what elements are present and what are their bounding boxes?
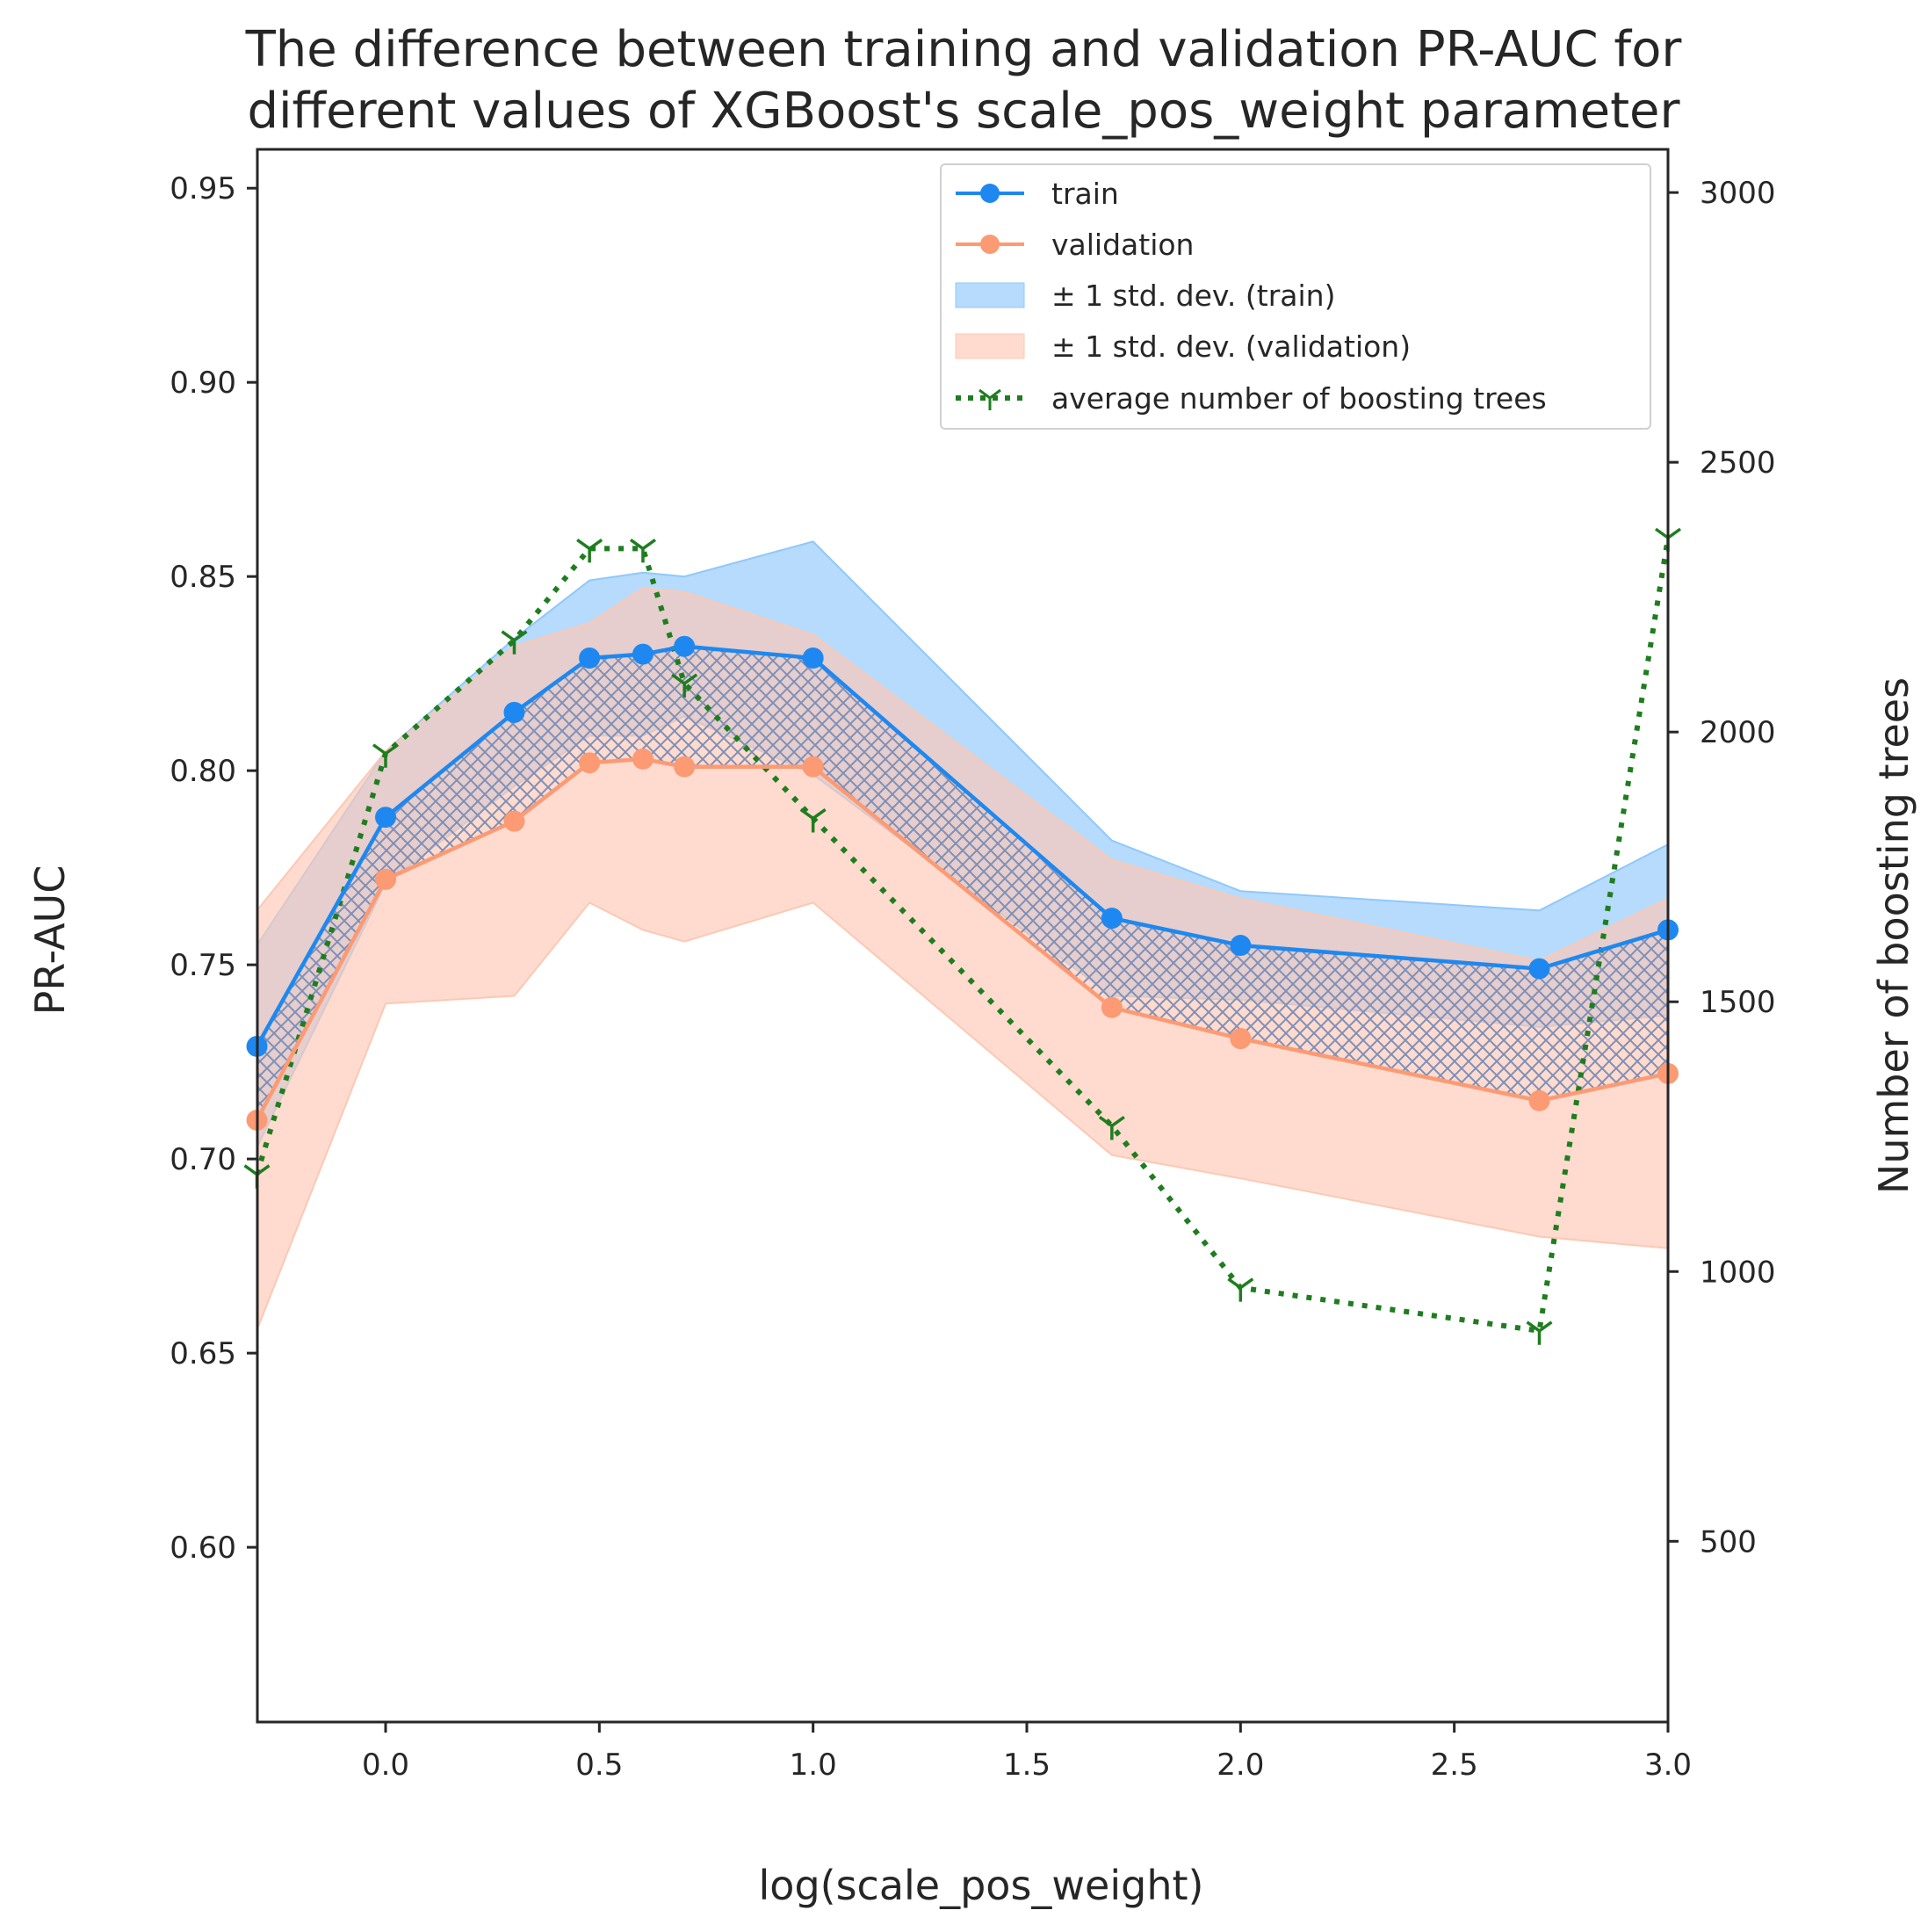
x-axis-ticks: 0.0 0.5 1.0 1.5 2.0 2.5 3.0 xyxy=(362,1722,1692,1783)
train-point xyxy=(674,635,696,657)
legend-label-trees: average number of boosting trees xyxy=(1051,381,1547,416)
validation-point xyxy=(1101,996,1123,1018)
train-point xyxy=(802,647,824,669)
validation-point xyxy=(375,868,396,890)
legend-marker-train xyxy=(980,184,1000,203)
x-tick-label: 2.5 xyxy=(1431,1747,1478,1783)
x-axis-label: log(scale_pos_weight) xyxy=(759,1862,1204,1909)
validation-std-band xyxy=(257,587,1668,1330)
std-dev-bands xyxy=(257,540,1668,1330)
validation-point xyxy=(632,748,653,770)
legend-item-trees: average number of boosting trees xyxy=(956,381,1547,416)
train-point xyxy=(503,701,525,723)
y-axis-label: PR-AUC xyxy=(26,865,74,1016)
y-tick-label: 0.80 xyxy=(170,754,236,789)
train-point xyxy=(632,643,653,665)
legend-marker-validation xyxy=(980,235,1000,254)
y-tick-label: 0.70 xyxy=(170,1142,236,1177)
x-tick-label: 1.5 xyxy=(1003,1747,1051,1783)
validation-point xyxy=(1528,1089,1550,1111)
legend-label-train-band: ± 1 std. dev. (train) xyxy=(1051,279,1335,313)
y-axis-ticks: 0.60 0.65 0.70 0.75 0.80 0.85 0.90 0.95 xyxy=(170,171,257,1566)
train-point xyxy=(1101,908,1123,930)
legend-item-train-band: ± 1 std. dev. (train) xyxy=(955,279,1335,313)
y2-tick-label: 500 xyxy=(1700,1524,1757,1559)
y2-tick-label: 2500 xyxy=(1700,445,1776,481)
trees-point xyxy=(576,538,603,563)
x-tick-label: 0.5 xyxy=(575,1747,623,1783)
series-markers xyxy=(243,527,1682,1345)
trees-point xyxy=(629,538,656,563)
train-point xyxy=(1230,935,1252,957)
y2-tick-label: 2000 xyxy=(1700,715,1776,750)
chart-title-line-2: different values of XGBoost's scale_pos_… xyxy=(247,83,1680,140)
validation-point xyxy=(1230,1028,1252,1050)
x-tick-label: 3.0 xyxy=(1644,1747,1692,1783)
legend-marker-trees xyxy=(978,388,1001,410)
trees-point xyxy=(501,630,528,655)
legend-label-validation: validation xyxy=(1051,228,1194,262)
legend-item-validation-band: ± 1 std. dev. (validation) xyxy=(955,329,1411,364)
y2-tick-label: 1000 xyxy=(1700,1255,1776,1290)
validation-point xyxy=(802,756,824,778)
legend-item-validation: validation xyxy=(956,228,1194,262)
legend: train validation ± 1 std. dev. (train) ±… xyxy=(940,163,1651,430)
chart-title-line-1: The difference between training and vali… xyxy=(245,21,1683,78)
y-tick-label: 0.75 xyxy=(170,948,236,983)
legend-item-train: train xyxy=(956,177,1119,211)
legend-label-validation-band: ± 1 std. dev. (validation) xyxy=(1051,329,1411,364)
x-tick-label: 1.0 xyxy=(790,1747,837,1783)
y-tick-label: 0.60 xyxy=(170,1530,236,1566)
y2-tick-label: 3000 xyxy=(1700,176,1776,211)
plot-frame xyxy=(256,148,1670,1724)
y2-axis-label: Number of boosting trees xyxy=(1870,677,1917,1194)
train-point xyxy=(579,647,601,669)
y2-axis-ticks: 500 1000 1500 2000 2500 3000 xyxy=(1668,176,1776,1559)
y-tick-label: 0.65 xyxy=(170,1336,236,1371)
y-tick-label: 0.85 xyxy=(170,560,236,595)
trees-point xyxy=(1098,1116,1125,1140)
train-point xyxy=(1528,958,1550,980)
trees-point xyxy=(1526,1321,1553,1345)
validation-point xyxy=(503,810,525,832)
train-validation-gap-hatch xyxy=(257,646,1668,1119)
train-point xyxy=(375,807,396,829)
trees-point xyxy=(671,673,698,698)
y-tick-label: 0.90 xyxy=(170,365,236,401)
trees-point xyxy=(799,808,827,833)
x-tick-label: 0.0 xyxy=(362,1747,409,1783)
trees-point xyxy=(1227,1277,1254,1302)
validation-point xyxy=(579,752,601,774)
validation-point xyxy=(674,756,696,778)
legend-frame xyxy=(940,163,1651,430)
y-tick-label: 0.95 xyxy=(170,171,236,206)
x-tick-label: 2.0 xyxy=(1217,1747,1264,1783)
legend-label-train: train xyxy=(1051,177,1119,211)
y2-tick-label: 1500 xyxy=(1700,985,1776,1020)
trees-point xyxy=(372,743,400,768)
